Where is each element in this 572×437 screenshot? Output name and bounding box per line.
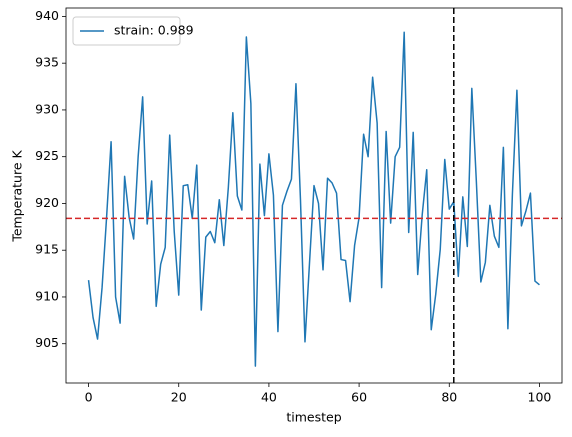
legend-box bbox=[72, 16, 181, 46]
x-tick-label: 40 bbox=[261, 390, 277, 405]
plot-frame bbox=[65, 7, 563, 384]
legend-label: strain: 0.989 bbox=[114, 23, 194, 38]
data-line bbox=[87, 31, 540, 367]
x-tick-label: 80 bbox=[441, 390, 457, 405]
y-tick-label: 910 bbox=[35, 288, 59, 303]
y-tick-label: 915 bbox=[35, 242, 59, 257]
y-tick-label: 925 bbox=[35, 148, 59, 163]
y-tick-label: 935 bbox=[35, 55, 59, 70]
x-tick-label: 20 bbox=[171, 390, 187, 405]
x-axis-label: timestep bbox=[286, 410, 341, 425]
y-axis-label: Temperature K bbox=[10, 150, 25, 243]
x-tick-label: 60 bbox=[351, 390, 367, 405]
y-tick-label: 920 bbox=[35, 195, 59, 210]
x-tick-label: 0 bbox=[85, 390, 93, 405]
y-tick-label: 940 bbox=[35, 8, 59, 23]
y-tick-label: 905 bbox=[35, 335, 59, 350]
x-tick-label: 100 bbox=[528, 390, 552, 405]
y-tick-label: 930 bbox=[35, 101, 59, 116]
